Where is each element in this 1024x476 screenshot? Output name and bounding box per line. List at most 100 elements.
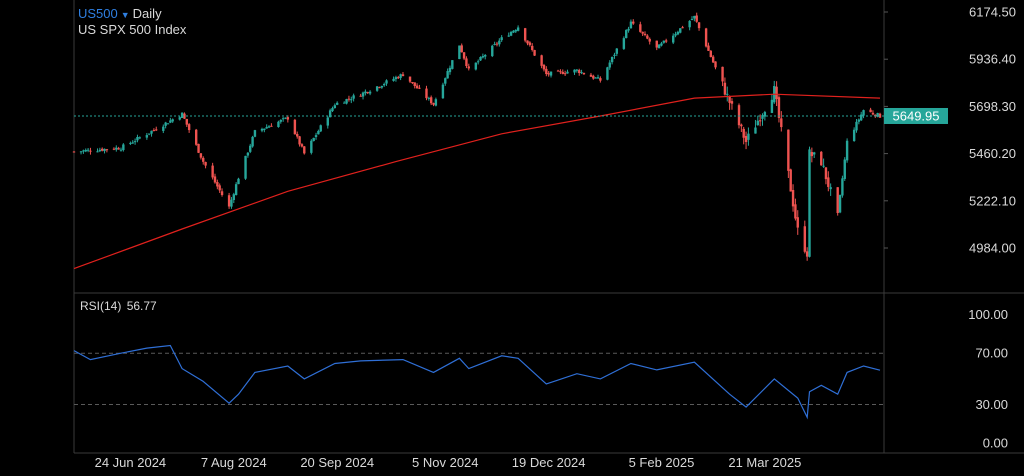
candle [434,97,438,107]
candle [728,95,731,110]
candle-body [660,43,663,46]
candle [418,84,421,90]
candle [507,32,510,37]
candle [399,73,402,81]
candle-body [563,73,567,75]
candle-body [711,56,715,63]
time-tick-label: 5 Nov 2024 [412,455,479,470]
candle [446,68,449,79]
candle-body [580,72,583,74]
candle [777,95,781,123]
candle [303,146,306,155]
candle [622,36,626,50]
candle [105,148,109,153]
candle-body [441,84,445,99]
candle [333,103,337,109]
candle-body [582,72,586,75]
candle-body [310,140,313,153]
symbol-dropdown-icon[interactable]: ▼ [120,10,130,20]
candle-body [347,98,351,100]
candle-body [704,28,708,47]
candle-body [265,127,268,129]
candle-body [629,21,633,29]
symbol-label[interactable]: US500 [78,6,118,21]
candle [152,128,156,132]
candle [836,187,839,216]
candle-body [643,33,647,36]
candle-body [869,109,872,113]
candle [625,29,628,39]
candle [265,124,268,129]
candle [147,133,151,136]
candle [599,76,602,83]
candle-body [79,151,83,153]
candle [347,95,351,102]
candle-body [862,110,865,116]
candle-body [72,151,76,153]
candle-body [714,61,717,68]
candle-body [780,118,783,128]
candle [368,90,372,96]
candle [794,198,797,221]
candle [326,116,329,129]
candle [460,43,463,53]
rsi-header: RSI(14) 56.77 [78,299,157,313]
candle [723,77,727,96]
candle-body [385,80,388,84]
candle [824,167,828,185]
candle-body [277,121,280,128]
candle [237,177,240,185]
candle-body [721,66,724,82]
candle-body [399,74,402,78]
candle-body [695,15,698,22]
candle-body [730,101,734,104]
candle-body [512,30,515,33]
candle [528,41,532,47]
candle-body [697,22,701,29]
candle-body [204,162,207,166]
candle [331,106,334,113]
candle-body [836,187,839,213]
candle [270,123,273,127]
candle-body [533,50,536,56]
candle [514,29,517,33]
candle [335,101,339,106]
candle-body [202,157,205,162]
candle-body [608,62,611,68]
candle [84,148,87,153]
candle-body [333,105,337,109]
candle-body [516,27,520,31]
candle-body [300,144,304,147]
time-tick-label: 5 Feb 2025 [629,455,695,470]
candle [312,137,315,142]
candle [613,52,616,59]
candle [484,54,487,60]
candle [709,50,713,58]
candle-body [763,112,767,117]
candle-body [754,127,757,134]
rsi-value: 56.77 [126,299,157,313]
timeframe-label[interactable]: Daily [132,6,162,21]
candle [711,55,715,63]
candle-body [829,187,832,190]
candle-body [458,45,461,60]
candle [185,118,188,127]
candle-body [871,112,875,115]
candle-body [728,96,731,103]
candle [112,147,116,151]
candle-body [411,82,414,84]
candle-body [446,71,449,79]
candle [540,54,543,69]
candle-body [824,167,828,180]
candle-body [622,38,626,49]
candle-body [216,182,219,187]
candle [244,155,247,180]
candle-body [589,74,593,77]
candle [810,147,814,163]
candle [556,69,560,72]
candle [566,69,569,74]
candle-body [559,71,562,73]
candle [676,30,680,36]
candle-body [479,57,482,61]
candle [178,116,181,121]
